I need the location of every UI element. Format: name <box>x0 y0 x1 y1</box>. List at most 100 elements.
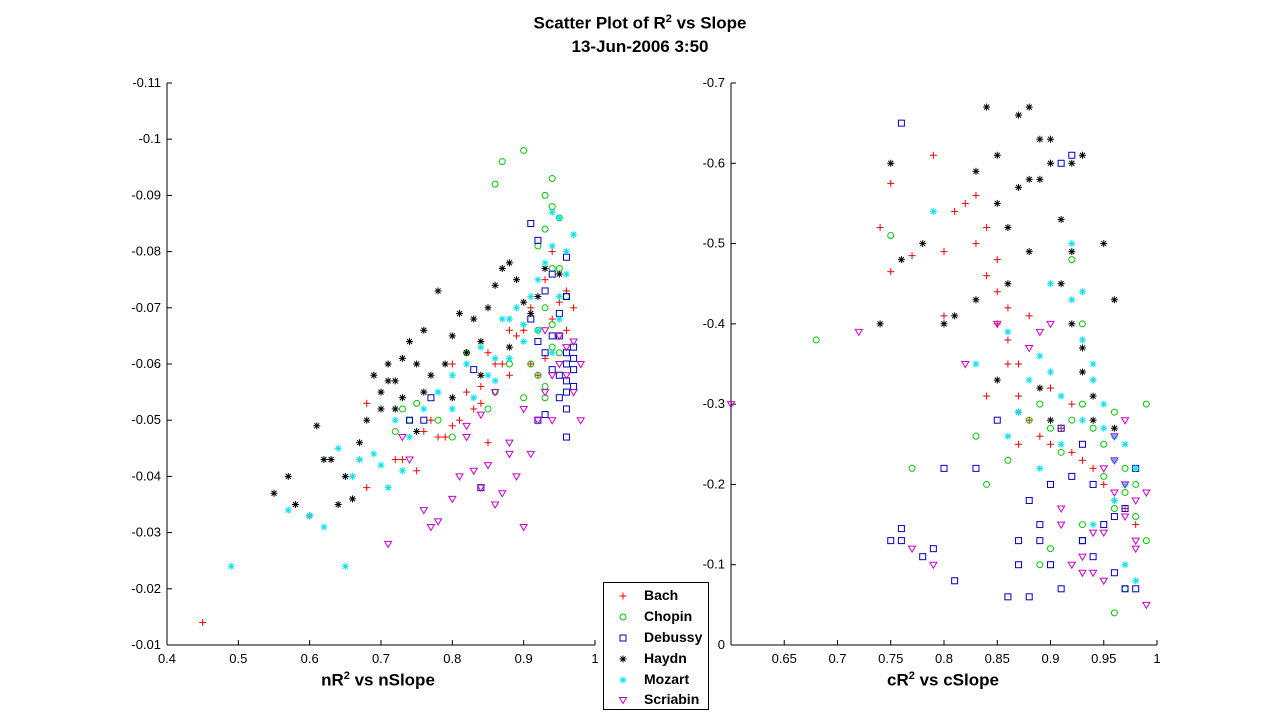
right-point-scriabin <box>1078 569 1087 578</box>
right-point-debussy <box>1089 553 1097 561</box>
left-point-scriabin <box>447 495 457 504</box>
left-point-haydn <box>491 281 499 289</box>
right-point-mozart <box>1004 328 1012 336</box>
right-point-mozart <box>1025 376 1033 384</box>
right-point-chopin <box>1142 400 1150 408</box>
right-point-scriabin <box>1131 497 1141 505</box>
left-point-haydn <box>391 405 399 413</box>
left-point-mozart <box>348 472 356 480</box>
right-point-haydn <box>1047 159 1054 167</box>
right-point-haydn <box>972 167 980 175</box>
left-point-haydn <box>384 377 392 385</box>
right-point-chopin <box>1110 408 1118 416</box>
legend-marker-haydn <box>619 655 627 663</box>
legend-entry-mozart: Mozart <box>604 669 708 690</box>
left-point-bach <box>199 619 207 627</box>
left-point-chopin <box>406 416 414 424</box>
right-point-scriabin <box>1067 561 1077 570</box>
left-point-haydn <box>498 264 506 272</box>
left-point-mozart <box>477 343 485 351</box>
right-point-debussy <box>1025 496 1033 504</box>
left-point-scriabin <box>505 439 514 448</box>
left-y-tick-label: -0.1 <box>139 131 161 146</box>
right-point-bach <box>908 252 916 260</box>
left-point-scriabin <box>462 422 471 431</box>
right-series-bach <box>876 151 1140 529</box>
right-point-debussy <box>1057 424 1065 432</box>
right-point-chopin <box>1078 521 1086 529</box>
left-point-mozart <box>491 377 499 385</box>
right-point-haydn <box>1025 175 1033 183</box>
legend-marker-mozart <box>619 676 627 684</box>
right-point-scriabin <box>907 545 917 554</box>
right-x-tick-label: 0.7 <box>828 651 846 666</box>
left-point-bach <box>498 360 506 368</box>
right-point-chopin <box>1047 545 1054 553</box>
right-point-debussy <box>1121 585 1129 593</box>
left-point-chopin <box>541 382 549 390</box>
legend-entry-haydn: Haydn <box>604 648 708 669</box>
right-point-debussy <box>1100 521 1108 529</box>
left-point-chopin <box>491 180 499 188</box>
right-point-bach <box>1004 304 1012 312</box>
left-point-mozart <box>513 304 521 312</box>
right-point-scriabin <box>1035 328 1045 337</box>
left-point-haydn <box>448 332 456 340</box>
left-point-haydn <box>555 270 563 278</box>
left-x-tick-label: 0.4 <box>158 651 176 666</box>
right-point-haydn <box>993 376 1001 384</box>
right-point-chopin <box>1025 416 1033 424</box>
left-point-mozart <box>420 405 428 413</box>
right-point-chopin <box>972 432 980 440</box>
left-point-bach <box>570 304 578 312</box>
left-point-mozart <box>398 467 406 475</box>
right-point-mozart <box>1100 424 1108 432</box>
left-point-debussy <box>548 366 556 374</box>
right-point-bach <box>1015 392 1023 400</box>
right-point-debussy <box>1057 159 1065 167</box>
left-series-mozart <box>227 208 578 570</box>
left-point-mozart <box>484 371 492 379</box>
right-x-tick-label: 0.65 <box>772 651 797 666</box>
left-point-debussy <box>406 416 414 424</box>
left-point-scriabin <box>519 405 529 414</box>
left-point-chopin <box>541 304 549 312</box>
title-prefix: Scatter Plot of R <box>533 13 666 33</box>
left-point-chopin <box>548 175 556 183</box>
right-point-bach <box>929 151 937 159</box>
left-point-haydn <box>541 264 549 272</box>
right-point-debussy <box>897 525 905 533</box>
left-point-mozart <box>448 405 456 413</box>
left-point-bach <box>413 467 421 475</box>
left-point-bach <box>448 360 456 368</box>
right-point-bach <box>887 268 895 276</box>
left-y-tick-label: -0.02 <box>131 581 161 596</box>
right-point-mozart <box>1068 296 1076 304</box>
left-point-bach <box>505 371 513 379</box>
left-point-scriabin <box>576 417 586 425</box>
right-xlabel-superscript: 2 <box>908 670 915 682</box>
left-series-haydn <box>270 259 563 520</box>
right-point-haydn <box>1036 175 1044 183</box>
right-point-mozart <box>1089 360 1097 368</box>
left-y-tick-label: -0.03 <box>131 525 161 540</box>
right-point-scriabin <box>1141 601 1151 610</box>
right-y-tick-label: -0.4 <box>703 316 725 331</box>
right-point-haydn <box>1004 280 1012 288</box>
left-point-chopin <box>562 293 570 301</box>
right-point-chopin <box>1132 513 1140 521</box>
left-point-mozart <box>505 315 513 323</box>
right-point-mozart <box>1047 280 1054 288</box>
left-point-bach <box>541 276 549 284</box>
left-point-haydn <box>406 338 414 346</box>
right-point-scriabin <box>1110 433 1119 441</box>
left-point-haydn <box>505 259 513 267</box>
left-point-haydn <box>270 489 278 497</box>
left-point-chopin <box>527 360 535 368</box>
left-point-mozart <box>534 276 542 284</box>
left-point-mozart <box>391 416 399 424</box>
right-point-scriabin <box>992 320 1002 329</box>
legend-label-chopin: Chopin <box>644 608 693 624</box>
right-point-chopin <box>1036 561 1044 569</box>
